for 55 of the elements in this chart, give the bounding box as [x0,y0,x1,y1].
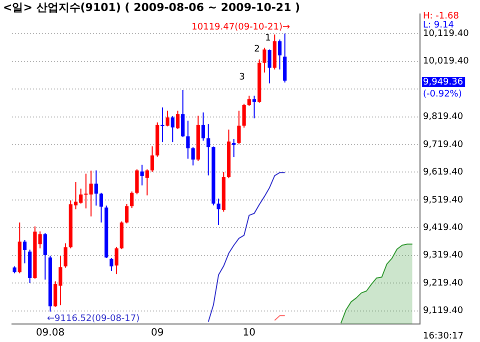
y-tick-label: 9,219.40 [423,278,464,288]
y-tick-label: 9,119.40 [423,306,464,316]
text: L: 9.14 [423,20,454,30]
candlestick [170,116,174,143]
candlestick [262,47,266,74]
candlestick [140,164,144,186]
candlestick [124,203,129,224]
candlestick [94,170,98,206]
candlestick [130,190,134,209]
annotation: 10119.47(09-10-21)→ [192,22,290,32]
candlestick [43,232,47,280]
text: H: -1.68 [423,11,460,22]
candlestick [135,168,139,195]
y-tick-label: 9,619.40 [423,168,464,178]
candlestick [206,124,210,176]
annotation: 1 [265,33,271,44]
text: 16:30:17 [423,331,464,342]
annotation: 2 [254,44,260,54]
candlestick [186,120,190,160]
chart-title: <일> 산업지수(9101) ( 2009-08-06 ~ 2009-10-21 ) [3,0,300,15]
y-tick-label: 9,419.40 [423,223,464,234]
candlestick [145,168,149,196]
candlestick [166,110,170,127]
candlestick [150,146,154,173]
candlestick [232,138,236,158]
candlestick [110,258,114,272]
x-tick-label: 09 [150,328,164,339]
candlestick [160,106,164,143]
y-tick-label: 9,519.40 [423,195,464,206]
y-tick-label: 10,019.40 [423,56,470,67]
candlestick [64,242,68,268]
candlestick [201,112,206,142]
candlestick [176,110,180,130]
candlestick [247,95,251,107]
candlestick [22,239,27,264]
annotation: ←9116.52(09-08-17) [47,314,140,324]
x-tick-label: 09.08 [36,328,65,339]
x-tick-label: 10 [242,328,256,339]
candlestick [268,48,272,84]
candlestick [278,39,282,70]
candlestick [252,95,256,119]
candlestick [114,246,118,275]
y-tick-label: 9,319.40 [423,250,464,261]
text: 9,949.36 [423,77,464,88]
candlestick [181,89,185,138]
candlestick [237,110,241,145]
candlestick [99,192,104,224]
candlestick [216,198,220,226]
text: (-0.92%) [423,89,462,100]
annotation: 3 [239,72,245,82]
candlestick [242,103,246,128]
y-tick-label: 10,119.40 [423,28,470,39]
y-tick-label: 9,719.40 [423,140,464,150]
y-tick-label: 9,819.40 [423,112,464,122]
candlestick [191,146,195,166]
